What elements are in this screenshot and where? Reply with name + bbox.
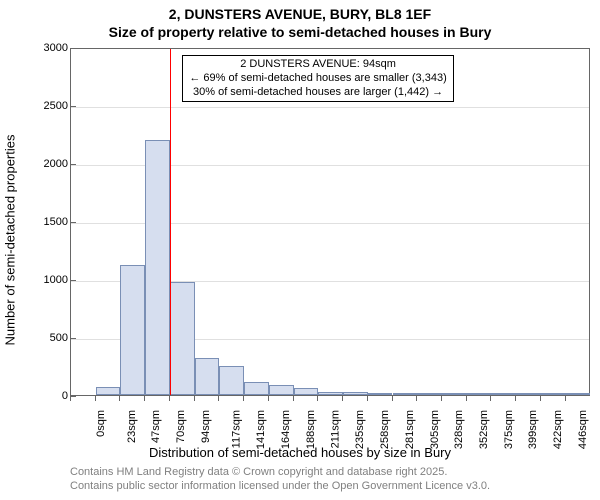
x-tick-mark <box>194 396 195 401</box>
histogram-bar <box>195 358 220 395</box>
y-tick-label: 500 <box>50 332 68 344</box>
x-tick-label: 375sqm <box>503 410 515 449</box>
y-tick-label: 1000 <box>44 274 68 286</box>
histogram-bar <box>294 388 319 395</box>
x-tick-label: 23sqm <box>126 410 138 443</box>
histogram-bar <box>393 393 418 395</box>
x-tick-label: 258sqm <box>379 410 391 449</box>
histogram-bar <box>516 393 541 395</box>
x-tick-mark <box>144 396 145 401</box>
histogram-bar <box>442 393 467 395</box>
x-tick-label: 117sqm <box>230 410 242 448</box>
histogram-bar <box>417 393 442 395</box>
annotation-line3: 30% of semi-detached houses are larger (… <box>189 86 446 100</box>
x-tick-label: 47sqm <box>150 410 162 443</box>
x-tick-label: 422sqm <box>552 410 564 449</box>
histogram-bar <box>566 393 591 395</box>
x-tick-mark <box>540 396 541 401</box>
x-tick-mark <box>565 396 566 401</box>
annotation-box: 2 DUNSTERS AVENUE: 94sqm← 69% of semi-de… <box>182 55 453 102</box>
x-tick-label: 305sqm <box>429 410 441 449</box>
histogram-bar <box>541 393 566 395</box>
histogram-bar <box>145 140 170 395</box>
x-tick-mark <box>466 396 467 401</box>
x-tick-label: 399sqm <box>528 410 540 449</box>
attribution-text: Contains HM Land Registry data © Crown c… <box>70 466 490 494</box>
histogram-bar <box>318 392 343 395</box>
histogram-bar <box>170 282 195 395</box>
x-tick-label: 70sqm <box>175 410 187 443</box>
annotation-line2: ← 69% of semi-detached houses are smalle… <box>189 72 446 86</box>
x-tick-mark <box>268 396 269 401</box>
annotation-line1: 2 DUNSTERS AVENUE: 94sqm <box>189 58 446 72</box>
x-tick-mark <box>293 396 294 401</box>
x-axis-label: Distribution of semi-detached houses by … <box>0 445 600 460</box>
x-tick-label: 0sqm <box>95 410 107 437</box>
x-tick-mark <box>243 396 244 401</box>
chart-title-line1: 2, DUNSTERS AVENUE, BURY, BL8 1EF <box>0 6 600 22</box>
histogram-bar <box>96 387 121 395</box>
x-tick-mark <box>441 396 442 401</box>
histogram-bar <box>467 393 492 395</box>
x-tick-mark <box>218 396 219 401</box>
histogram-bar <box>491 393 516 395</box>
x-tick-label: 94sqm <box>200 410 212 443</box>
chart-title-line2: Size of property relative to semi-detach… <box>0 24 600 40</box>
histogram-bar <box>343 392 368 395</box>
property-marker-line <box>170 49 171 395</box>
x-tick-label: 446sqm <box>577 410 589 449</box>
x-tick-mark <box>119 396 120 401</box>
attribution-line1: Contains HM Land Registry data © Crown c… <box>70 466 490 480</box>
x-tick-mark <box>515 396 516 401</box>
x-tick-label: 164sqm <box>280 410 292 449</box>
x-tick-mark <box>95 396 96 401</box>
x-tick-mark <box>416 396 417 401</box>
histogram-bar <box>368 393 393 395</box>
x-tick-mark <box>392 396 393 401</box>
x-tick-label: 235sqm <box>354 410 366 449</box>
attribution-line2: Contains public sector information licen… <box>70 480 490 494</box>
x-tick-mark <box>367 396 368 401</box>
x-tick-mark <box>342 396 343 401</box>
gridline <box>71 107 589 108</box>
histogram-bar <box>244 382 269 395</box>
x-tick-mark <box>169 396 170 401</box>
x-tick-label: 211sqm <box>329 410 341 448</box>
x-tick-label: 188sqm <box>305 410 317 449</box>
histogram-bar <box>269 385 294 395</box>
x-tick-label: 328sqm <box>453 410 465 449</box>
x-tick-mark <box>70 396 71 401</box>
y-tick-label: 0 <box>62 390 68 402</box>
y-tick-label: 1500 <box>44 216 68 228</box>
y-tick-label: 2500 <box>44 100 68 112</box>
y-tick-label: 3000 <box>44 42 68 54</box>
x-tick-mark <box>317 396 318 401</box>
histogram-bar <box>219 366 244 395</box>
x-tick-label: 141sqm <box>256 410 268 449</box>
x-tick-label: 352sqm <box>478 410 490 449</box>
histogram-bar <box>120 265 145 395</box>
y-tick-label: 2000 <box>44 158 68 170</box>
y-axis-label: Number of semi-detached properties <box>3 135 18 346</box>
chart-plot-area: 2 DUNSTERS AVENUE: 94sqm← 69% of semi-de… <box>70 48 590 396</box>
x-tick-label: 281sqm <box>404 410 416 449</box>
x-tick-mark <box>490 396 491 401</box>
